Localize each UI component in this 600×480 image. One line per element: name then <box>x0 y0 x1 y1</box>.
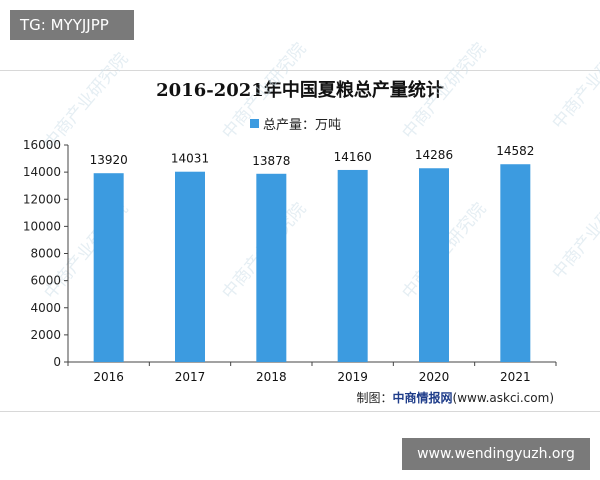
y-tick-label: 6000 <box>30 274 61 288</box>
source-brand: 中商情报网 <box>392 391 453 405</box>
tg-badge: TG: MYYJJPP <box>10 10 134 40</box>
watermark-text: 中商产业研究院 <box>399 39 491 143</box>
bar <box>175 171 205 362</box>
legend-label: 总产量：万吨 <box>263 117 342 133</box>
bar <box>93 173 124 362</box>
y-tick-label: 12000 <box>23 192 61 206</box>
legend: 总产量：万吨 <box>250 114 342 133</box>
x-tick-label: 2021 <box>500 370 531 384</box>
watermark-text: 中商产业研究院 <box>549 179 600 283</box>
data-label: 14031 <box>171 152 209 166</box>
x-tick-label: 2017 <box>175 370 206 384</box>
data-label: 13920 <box>90 153 128 167</box>
source-url: (www.askci.com) <box>452 391 554 405</box>
y-tick-label: 8000 <box>30 247 61 261</box>
watermark-text: 中商产业研究院 <box>549 29 600 133</box>
bar <box>256 173 287 362</box>
y-tick-label: 14000 <box>23 165 61 179</box>
x-tick-label: 2020 <box>419 370 450 384</box>
chart-title: 2016-2021年中国夏粮总产量统计 <box>156 80 444 101</box>
bar <box>500 164 531 362</box>
data-label: 13878 <box>252 154 290 168</box>
source-prefix: 制图： <box>356 391 393 405</box>
watermark-text: 中商产业研究院 <box>219 39 311 143</box>
x-tick-label: 2019 <box>337 370 368 384</box>
legend-swatch <box>250 118 259 128</box>
data-label: 14160 <box>334 150 372 164</box>
bar <box>337 169 368 362</box>
y-tick-label: 16000 <box>23 138 61 152</box>
y-tick-label: 4000 <box>30 301 61 315</box>
x-tick-label: 2018 <box>256 370 287 384</box>
data-label: 14582 <box>496 144 534 158</box>
bar <box>419 168 449 362</box>
y-tick-label: 10000 <box>23 219 61 233</box>
y-tick-label: 0 <box>53 355 61 369</box>
site-badge: www.wendingyuzh.org <box>402 438 590 470</box>
data-label: 14286 <box>415 148 453 162</box>
source-credit: 制图：中商情报网(www.askci.com) <box>357 389 554 406</box>
x-tick-label: 2016 <box>93 370 124 384</box>
y-tick-label: 2000 <box>30 328 61 342</box>
